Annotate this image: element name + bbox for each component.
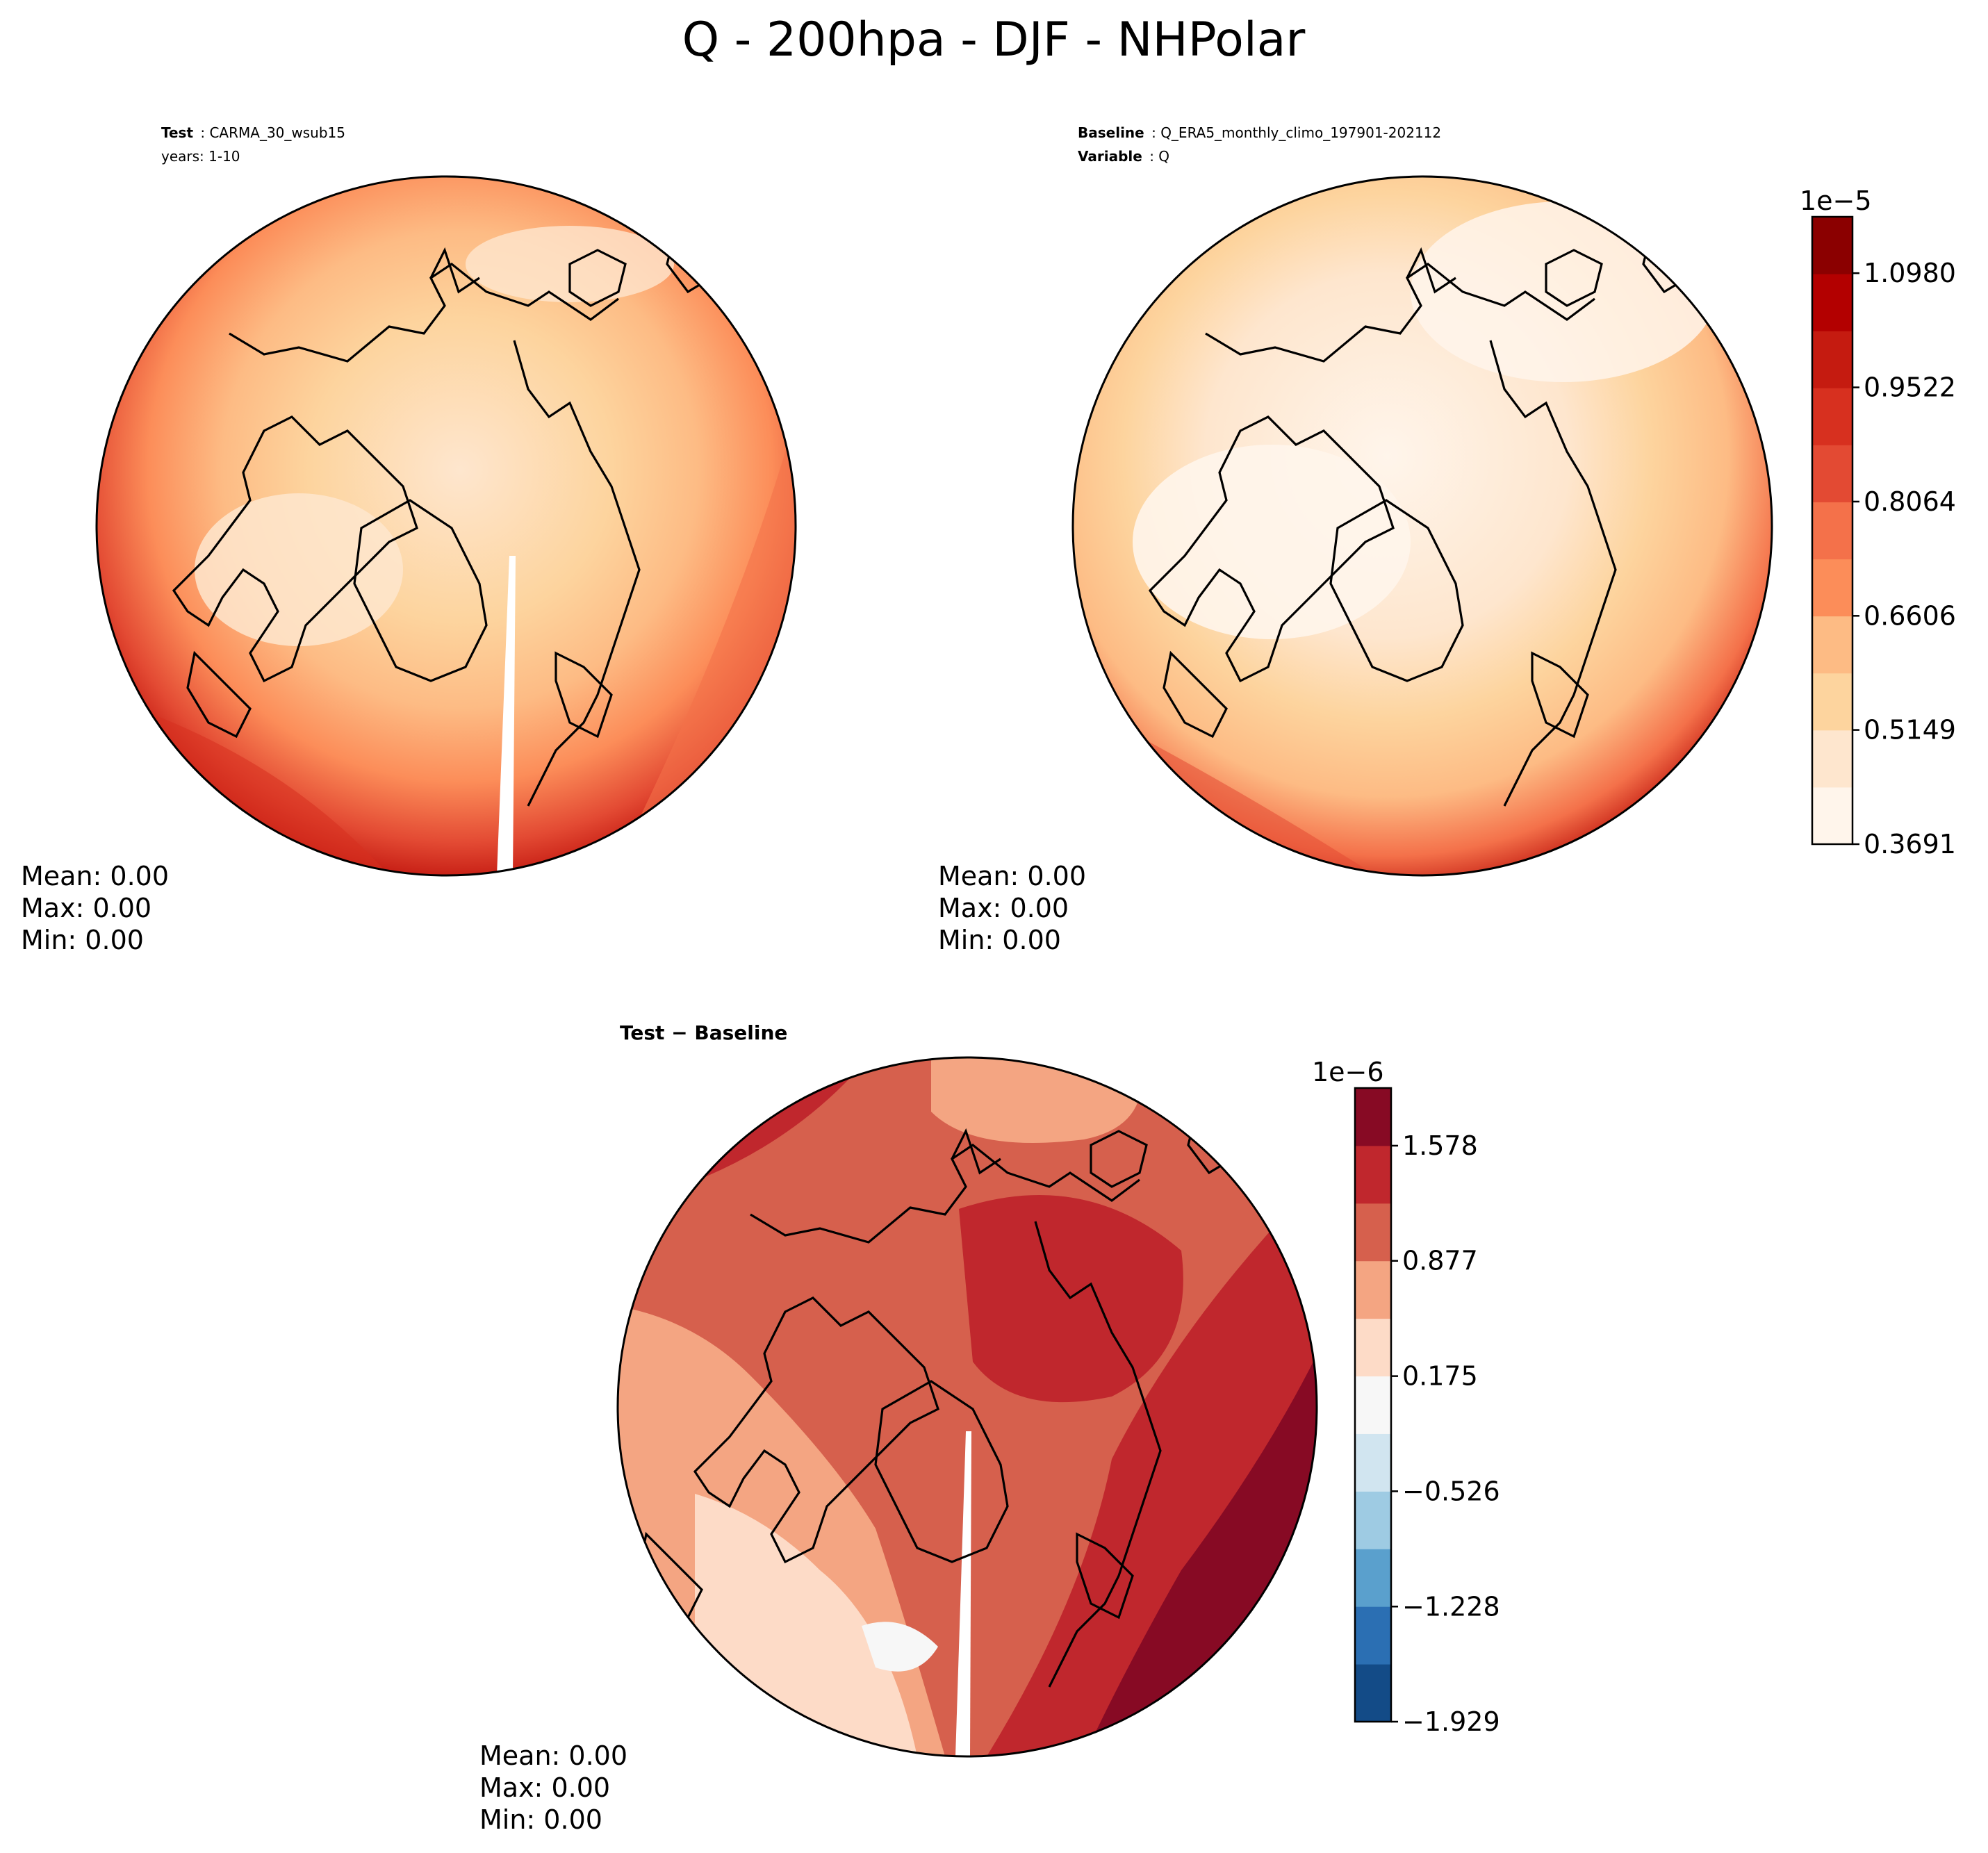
baseline-colorbar-tick-label: 0.5149 bbox=[1864, 715, 1956, 746]
baseline-header-value: Q_ERA5_monthly_climo_197901-202112 bbox=[1160, 124, 1441, 141]
diff-colorbar-tick-label: −0.526 bbox=[1402, 1476, 1500, 1506]
baseline-colorbar-cell bbox=[1812, 673, 1853, 731]
diff-colorbar-cell bbox=[1355, 1664, 1391, 1722]
diff-colorbar-tick-label: 1.578 bbox=[1402, 1130, 1478, 1161]
test-header-line1: Test : CARMA_30_wsub15 bbox=[161, 124, 345, 141]
baseline-colorbar-cell bbox=[1812, 445, 1853, 502]
test-stat-max: Max: 0.00 bbox=[21, 893, 151, 923]
baseline-map-boundary bbox=[1071, 175, 1773, 877]
baseline-stat-max: Max: 0.00 bbox=[938, 893, 1069, 923]
test-map-boundary bbox=[95, 175, 797, 877]
diff-colorbar-cell bbox=[1355, 1606, 1391, 1665]
diff-stat-max: Max: 0.00 bbox=[479, 1772, 610, 1803]
baseline-coastlines bbox=[1148, 206, 1701, 807]
panel-test: Test : CARMA_30_wsub15 years: 1-10 bbox=[21, 124, 797, 955]
baseline-header-line1: Baseline : Q_ERA5_monthly_climo_197901-2… bbox=[1078, 124, 1441, 141]
diff-colorbar-cell bbox=[1355, 1203, 1391, 1262]
diff-colorbar-tick-label: 0.175 bbox=[1402, 1361, 1478, 1392]
baseline-colorbar-tick-label: 0.3691 bbox=[1864, 829, 1956, 859]
baseline-stat-min: Min: 0.00 bbox=[938, 925, 1061, 955]
diff-colorbar-tick-label: −1.228 bbox=[1402, 1591, 1500, 1622]
baseline-header-variable-label: Variable bbox=[1078, 148, 1142, 165]
baseline-colorbar: 1e−5 0.3691 0.5149 0.6606 0.8064 0.9522 1.098… bbox=[1800, 186, 1956, 859]
baseline-colorbar-cell bbox=[1812, 559, 1853, 617]
diff-colorbar-cell bbox=[1355, 1318, 1391, 1377]
panel-baseline: Baseline : Q_ERA5_monthly_climo_197901-2… bbox=[938, 124, 1956, 955]
test-stat-mean: Mean: 0.00 bbox=[21, 861, 169, 891]
baseline-colorbar-cell bbox=[1812, 502, 1853, 560]
figure-title: Q - 200hpa - DJF - NHPolar bbox=[682, 13, 1306, 67]
test-header-years: years: 1-10 bbox=[161, 148, 240, 165]
baseline-colorbar-tick-label: 0.6606 bbox=[1864, 600, 1956, 631]
baseline-colorbar-tick-label: 0.8064 bbox=[1864, 486, 1956, 517]
baseline-colorbar-exponent: 1e−5 bbox=[1800, 186, 1872, 216]
baseline-colorbar-cell bbox=[1812, 274, 1853, 331]
baseline-colorbar-cell bbox=[1812, 616, 1853, 674]
diff-stat-mean: Mean: 0.00 bbox=[479, 1740, 627, 1771]
baseline-colorbar-cell bbox=[1812, 787, 1853, 845]
diff-colorbar-cell bbox=[1355, 1145, 1391, 1204]
baseline-header-line2: Variable : Q bbox=[1078, 148, 1169, 165]
baseline-colorbar-cell bbox=[1812, 217, 1853, 274]
baseline-colorbar-tick-label: 0.9522 bbox=[1864, 372, 1956, 403]
diff-colorbar: 1e−6 −1.929 −1.228 −0.526 0.175 0.877 1.578 bbox=[1312, 1057, 1500, 1737]
diff-colorbar-cell bbox=[1355, 1376, 1391, 1434]
diff-colorbar-cell bbox=[1355, 1549, 1391, 1607]
baseline-header-label: Baseline bbox=[1078, 124, 1144, 141]
test-header-value: CARMA_30_wsub15 bbox=[209, 124, 345, 141]
diff-stat-min: Min: 0.00 bbox=[479, 1804, 602, 1835]
test-map-field bbox=[97, 176, 796, 875]
diff-colorbar-cell bbox=[1355, 1260, 1391, 1319]
diff-map-field bbox=[618, 1057, 1317, 1756]
test-stat-min: Min: 0.00 bbox=[21, 925, 144, 955]
diff-colorbar-cell bbox=[1355, 1491, 1391, 1549]
baseline-stat-mean: Mean: 0.00 bbox=[938, 861, 1086, 891]
baseline-colorbar-frame bbox=[1811, 215, 1854, 846]
baseline-colorbar-tick-label: 1.0980 bbox=[1864, 258, 1956, 288]
diff-colorbar-tick-label: 0.877 bbox=[1402, 1246, 1478, 1276]
baseline-map-field bbox=[1073, 176, 1772, 875]
panel-difference: Test − Baseline bbox=[479, 1021, 1500, 1835]
baseline-colorbar-cell bbox=[1812, 730, 1853, 788]
diff-map-boundary bbox=[616, 1056, 1318, 1758]
diff-colorbar-cell bbox=[1355, 1433, 1391, 1492]
diff-colorbar-exponent: 1e−6 bbox=[1312, 1057, 1384, 1087]
baseline-header-variable-value: Q bbox=[1158, 148, 1169, 165]
diff-colorbar-tick-label: −1.929 bbox=[1402, 1706, 1500, 1737]
diff-header: Test − Baseline bbox=[620, 1021, 787, 1044]
diff-colorbar-frame bbox=[1354, 1087, 1393, 1723]
test-header-label: Test bbox=[161, 124, 193, 141]
baseline-colorbar-cell bbox=[1812, 331, 1853, 388]
diff-colorbar-cell bbox=[1355, 1088, 1391, 1146]
baseline-colorbar-cell bbox=[1812, 388, 1853, 445]
